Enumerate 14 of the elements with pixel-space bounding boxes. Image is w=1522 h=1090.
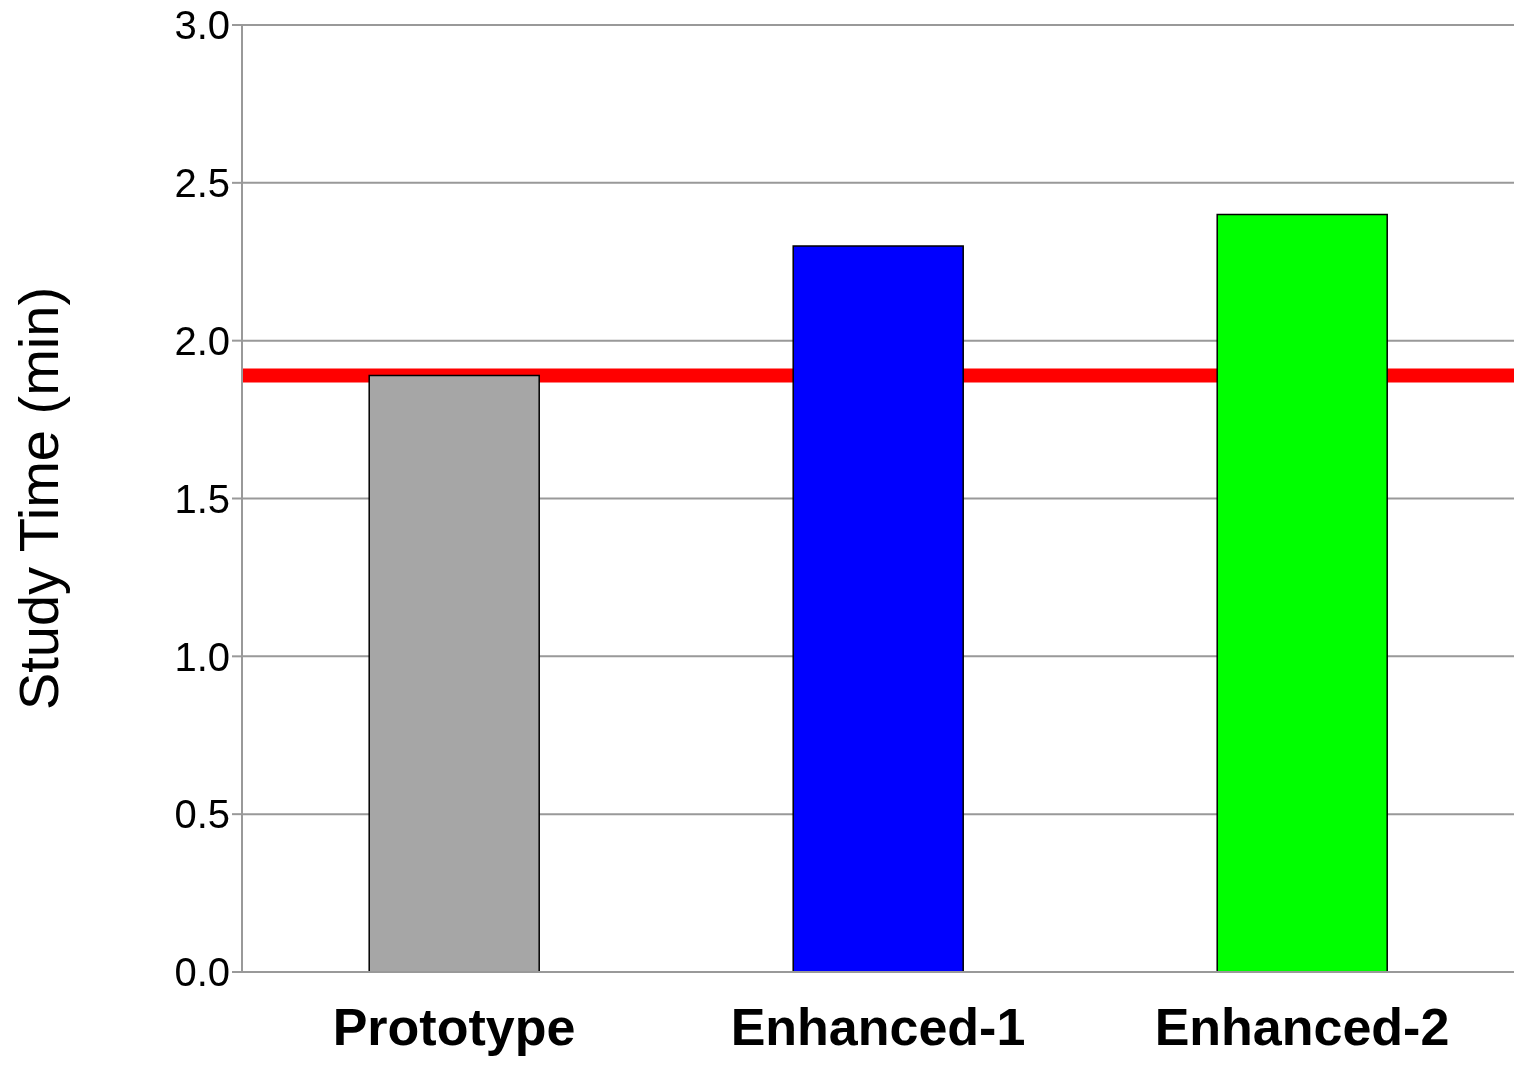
y-tick-label: 1.5 [174,476,230,521]
y-tick-label: 1.0 [174,634,230,679]
y-tick-label: 0.0 [174,950,230,995]
x-tick-label: Prototype [332,997,576,1056]
bar [792,245,964,972]
y-tick-label: 3.0 [174,3,230,48]
bar [1216,213,1388,972]
y-tick-label: 0.5 [174,792,230,837]
bar [368,374,540,972]
y-tick-label: 2.0 [174,318,230,363]
x-tick-label: Enhanced-1 [730,997,1026,1056]
x-tick-label: Enhanced-2 [1154,997,1450,1056]
y-axis-title: Study Time (min) [6,286,70,711]
y-tick-label: 2.5 [174,161,230,206]
